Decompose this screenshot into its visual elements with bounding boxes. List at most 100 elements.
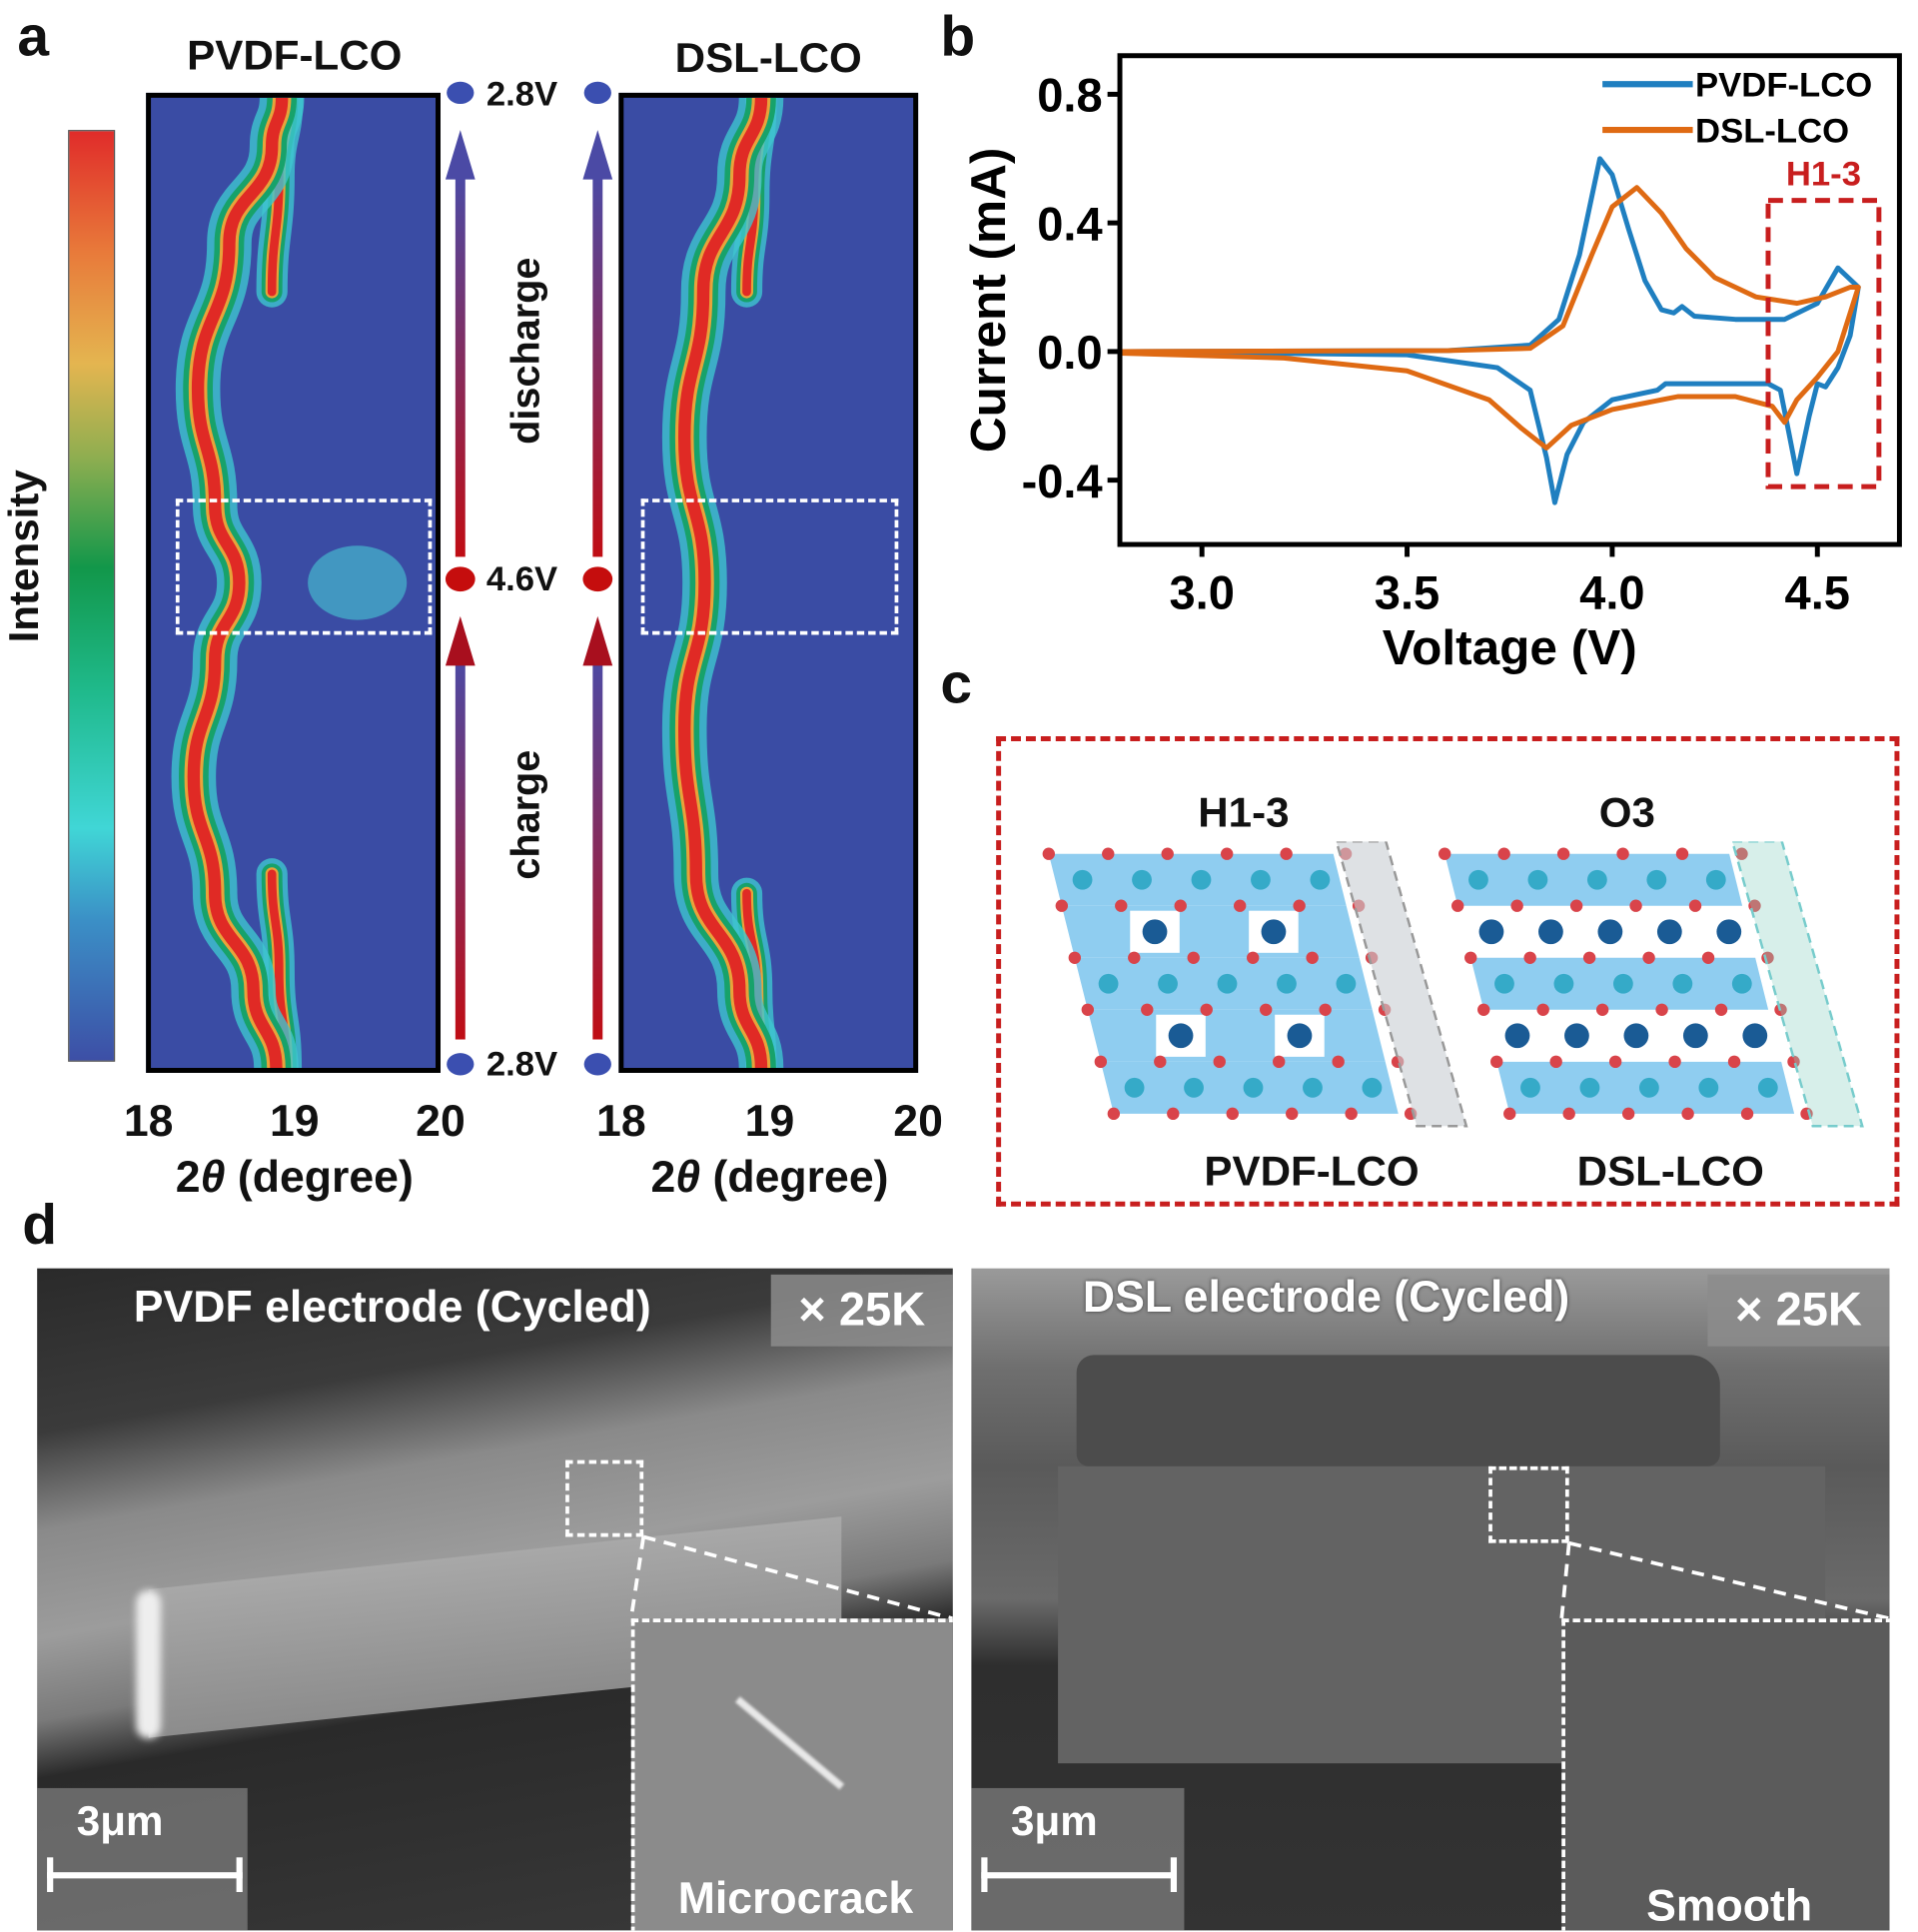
voltage-dot — [583, 1053, 611, 1076]
h13-annotation: H1-3 — [1786, 156, 1861, 194]
o-atom — [1042, 847, 1056, 860]
o-atom — [1233, 899, 1247, 912]
zoom-region-box — [565, 1459, 644, 1537]
sem-title-pvdf: PVDF electrode (Cycled) — [133, 1281, 651, 1332]
xlabel-prefix: 2 — [650, 1151, 676, 1202]
o-atom — [1582, 951, 1596, 964]
co-atom — [1072, 869, 1093, 890]
scale-bar-end — [236, 1857, 243, 1892]
arrow-charge-right — [582, 615, 613, 1040]
scale-bar — [981, 1872, 1178, 1879]
y-axis-label: Current (mA) — [961, 148, 1016, 453]
sem-image-dsl: DSL electrode (Cycled) × 25K Smooth 3μm — [971, 1268, 1890, 1931]
li-atom — [1656, 919, 1682, 945]
y-tick-label: 0.0 — [1037, 326, 1102, 379]
heatmap-dsl — [618, 92, 919, 1073]
zoom-connector-lines — [628, 1534, 953, 1621]
o-atom — [1735, 847, 1748, 860]
o-atom — [1490, 1055, 1503, 1069]
x-tick: 18 — [123, 1095, 174, 1147]
scale-bar-label: 3μm — [1011, 1797, 1098, 1845]
xlabel-suffix: (degree) — [225, 1151, 414, 1202]
inset-dsl: Smooth — [1561, 1618, 1890, 1931]
cv-chart: Current (mA) Voltage (V) 3.0 3.5 4.0 4.5 0.8… — [961, 53, 1902, 675]
coo2-slab — [1061, 905, 1360, 958]
sem-image-pvdf: PVDF electrode (Cycled) × 25K Microcrack… — [37, 1268, 953, 1931]
o-atom — [1102, 847, 1115, 860]
scale-bar-box: 3μm — [971, 1787, 1185, 1931]
co-atom — [1362, 1077, 1383, 1098]
x-tick-label: 4.0 — [1579, 565, 1644, 618]
o-atom — [1115, 899, 1128, 912]
voltage-label-mid: 4.6V — [485, 558, 558, 598]
o-atom — [1464, 951, 1477, 964]
li-atom — [1682, 1023, 1708, 1049]
voltage-dot — [583, 81, 611, 105]
o-atom — [1293, 899, 1306, 912]
colorbar-label: Intensity — [0, 470, 48, 643]
o-atom — [1167, 1107, 1180, 1121]
li-atom — [1142, 919, 1168, 945]
co-atom — [1251, 869, 1271, 890]
o-atom — [1701, 951, 1715, 964]
co-atom — [1184, 1077, 1204, 1098]
intensity-colorbar — [68, 130, 116, 1062]
o-atom — [1681, 1107, 1694, 1121]
li-atom — [1261, 919, 1287, 945]
o-atom — [1319, 1003, 1332, 1016]
inset-label-smooth: Smooth — [1646, 1879, 1813, 1931]
co-atom — [1527, 869, 1548, 890]
phase-o3-label: O3 — [1598, 789, 1655, 837]
li-atom — [1597, 919, 1623, 945]
heatmap-dsl-plot — [623, 97, 914, 1069]
voltage-label-bottom: 2.8V — [485, 1044, 558, 1083]
co-atom — [1612, 973, 1633, 994]
panel-a-label: a — [17, 3, 50, 69]
co-atom — [1124, 1077, 1145, 1098]
voltage-dot — [447, 1053, 475, 1076]
scale-bar — [47, 1872, 243, 1879]
heatmap-pvdf — [146, 92, 441, 1073]
scale-bar-box: 3μm — [37, 1787, 248, 1931]
o-atom — [1332, 1055, 1345, 1069]
o-atom — [1608, 1055, 1622, 1069]
co-atom — [1336, 973, 1357, 994]
co-atom — [1243, 1077, 1264, 1098]
o-atom — [1286, 1107, 1299, 1121]
plot-frame — [1117, 53, 1902, 547]
o-atom — [1740, 1107, 1754, 1121]
scale-bar-end — [1170, 1857, 1178, 1892]
o-atom — [1616, 847, 1629, 860]
o-atom — [1477, 1003, 1490, 1016]
o-atom — [1107, 1107, 1121, 1121]
o-atom — [1549, 1055, 1562, 1069]
x-axis-label-right: 2θ (degree) — [596, 1151, 943, 1203]
discharge-label: discharge — [502, 257, 548, 445]
o-atom — [1141, 1003, 1154, 1016]
o-atom — [1345, 1107, 1358, 1121]
x-tick: 20 — [416, 1095, 466, 1147]
o3-structure — [1438, 841, 1864, 1128]
co-atom — [1672, 973, 1693, 994]
o-atom — [1220, 847, 1234, 860]
co-atom — [1217, 973, 1238, 994]
x-axis-label-left: 2θ (degree) — [121, 1151, 468, 1203]
heatmap-left-title: PVDF-LCO — [187, 32, 403, 80]
x-tick: 20 — [893, 1095, 943, 1147]
o-atom — [1714, 1003, 1728, 1016]
voltage-dot — [445, 566, 476, 592]
highlight-box-pvdf — [175, 498, 433, 635]
co-atom — [1586, 869, 1607, 890]
co-atom — [1698, 1077, 1719, 1098]
zoom-connector-lines — [1559, 1540, 1890, 1621]
co-atom — [1553, 973, 1574, 994]
o-atom — [1200, 1003, 1213, 1016]
co-atom — [1468, 869, 1488, 890]
o-atom — [1247, 951, 1260, 964]
o-atom — [1675, 847, 1689, 860]
cv-curve-dsl-lco — [1119, 185, 1861, 451]
x-tick: 19 — [270, 1095, 320, 1147]
voltage-label-top: 2.8V — [485, 74, 558, 113]
x-tick: 18 — [596, 1095, 646, 1147]
o-atom — [1503, 1107, 1516, 1121]
